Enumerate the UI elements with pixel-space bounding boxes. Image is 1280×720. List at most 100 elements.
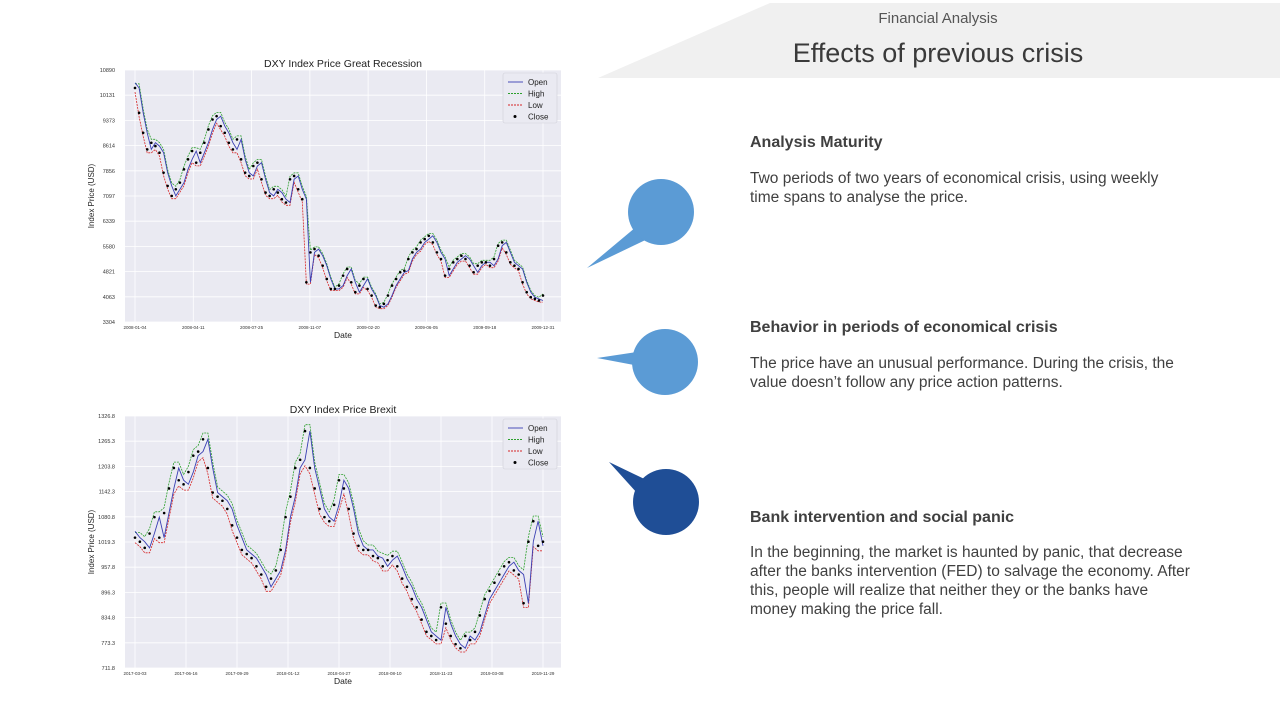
close-point [313,487,317,490]
close-point [187,470,190,474]
x-tick-label: 2018-01-12 [276,671,300,676]
close-point [256,161,259,164]
close-point [341,274,345,277]
close-point [357,544,360,548]
close-point [225,507,229,511]
close-point [468,264,471,267]
y-tick-label: 4063 [103,295,115,301]
section-body-behavior: The price have an unusual performance. D… [750,355,1174,391]
section-title-behavior: Behavior in periods of economical crisis [750,319,1058,336]
close-point [170,194,174,198]
close-point [483,597,487,601]
speech-bubble-2 [597,329,698,395]
close-point [317,254,320,257]
close-point [522,601,525,605]
close-point [276,191,280,194]
close-point [201,437,205,441]
close-point [381,564,385,568]
x-tick-label: 2009-02-20 [357,325,381,330]
close-point [150,141,153,145]
close-point [198,151,202,155]
y-tick-label: 7097 [103,194,115,200]
close-point [260,177,263,181]
close-point [439,257,443,261]
x-tick-label: 2008-04-11 [182,325,205,330]
close-point [415,247,418,251]
close-point [386,558,389,562]
close-point [497,573,501,576]
close-point [496,244,500,248]
close-point [382,302,386,306]
legend-label: High [528,90,544,99]
close-point [143,546,147,550]
close-point [272,187,276,191]
close-point [493,581,496,584]
close-point [472,271,475,274]
close-point [153,515,156,519]
close-point [133,86,137,90]
legend-label: Open [528,424,548,433]
close-point [425,630,428,634]
close-point [167,487,171,490]
speech-bubble-3 [609,462,699,535]
close-point [141,131,145,135]
close-point [259,573,263,576]
y-tick-label: 3304 [103,320,115,326]
close-point [464,257,467,261]
close-point [398,271,402,274]
close-point [250,556,253,560]
close-point [419,241,422,244]
x-tick-label: 2009-12-31 [531,325,555,330]
close-point [488,589,491,593]
close-point [298,458,302,462]
close-point [235,536,239,539]
y-tick-label: 4821 [103,270,115,276]
close-point [443,274,447,277]
close-point [206,466,210,470]
close-point [509,261,512,264]
close-point [231,148,235,151]
series-open-line [134,431,544,649]
y-tick-label: 1326.8 [98,414,115,420]
close-point [191,454,195,457]
close-point [488,264,492,267]
close-point [374,304,378,307]
close-point [492,257,496,261]
y-tick-label: 9373 [103,118,115,124]
close-point [342,487,346,490]
close-point [454,642,457,646]
close-point [292,174,296,178]
close-point [313,247,316,251]
close-point [247,174,251,178]
close-point [279,548,283,552]
close-point [196,450,200,453]
y-tick-label: 10890 [100,68,115,74]
close-point [429,634,433,638]
close-point [252,164,255,168]
close-point [456,257,459,261]
close-point [435,251,439,254]
close-point [211,118,214,121]
close-point [327,519,331,523]
close-point [370,294,373,297]
close-point [211,491,215,494]
y-tick-label: 8614 [103,144,115,150]
legend-box [502,418,558,470]
close-point [449,634,453,638]
close-point [525,290,528,294]
close-point [527,540,530,544]
close-point [154,144,157,148]
close-point [541,294,545,297]
close-point [431,241,435,244]
close-point [239,158,243,161]
section-title-analysis-maturity: Analysis Maturity [750,134,883,151]
close-point [207,128,210,131]
close-point [349,280,353,284]
close-point [157,536,161,539]
close-point [264,585,268,589]
close-point [333,287,337,291]
close-point [366,287,369,291]
y-tick-label: 896.3 [101,590,115,596]
y-tick-label: 5580 [103,244,115,250]
x-tick-label: 2018-08-10 [378,671,402,676]
